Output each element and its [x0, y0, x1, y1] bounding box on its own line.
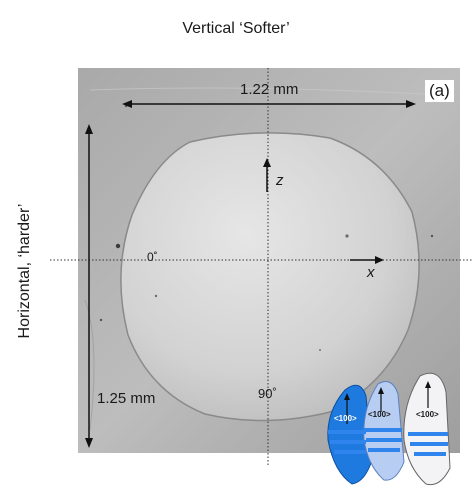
dendrite-rows — [328, 428, 448, 456]
grain-dark — [327, 384, 373, 485]
speck — [319, 349, 321, 351]
speck — [99, 318, 103, 322]
arrowhead — [406, 100, 416, 108]
grain-light — [403, 372, 451, 486]
arrowhead — [378, 387, 384, 394]
surface-streak — [89, 87, 456, 97]
arrowhead — [375, 256, 384, 264]
speck — [154, 294, 158, 298]
top-label: Vertical ‘Softer’ — [182, 20, 290, 37]
height-dimension-label: 1.25 mm — [97, 390, 156, 407]
x-axis-label: x — [367, 264, 375, 281]
z-axis-label: z — [276, 172, 284, 189]
grain-label: <100> — [334, 414, 357, 423]
width-dimension-label: 1.22 mm — [240, 81, 299, 98]
arrowhead — [263, 158, 271, 167]
surface-streak — [84, 299, 95, 431]
arrowhead — [344, 393, 350, 400]
grain-label: <100> — [416, 410, 439, 419]
speck — [430, 234, 434, 238]
grain-illustration — [327, 372, 451, 486]
angle-90-label: 90˚ — [258, 386, 277, 401]
arrowhead — [425, 381, 431, 388]
angle-0-label: 0˚ — [147, 250, 158, 264]
speck — [345, 234, 349, 238]
speck — [115, 243, 121, 249]
arrowhead — [122, 100, 132, 108]
arrowhead — [85, 438, 93, 448]
indentation-pit — [120, 132, 420, 422]
arrowhead — [85, 124, 93, 134]
grain-label: <100> — [368, 410, 391, 419]
panel-label: (a) — [425, 80, 454, 102]
